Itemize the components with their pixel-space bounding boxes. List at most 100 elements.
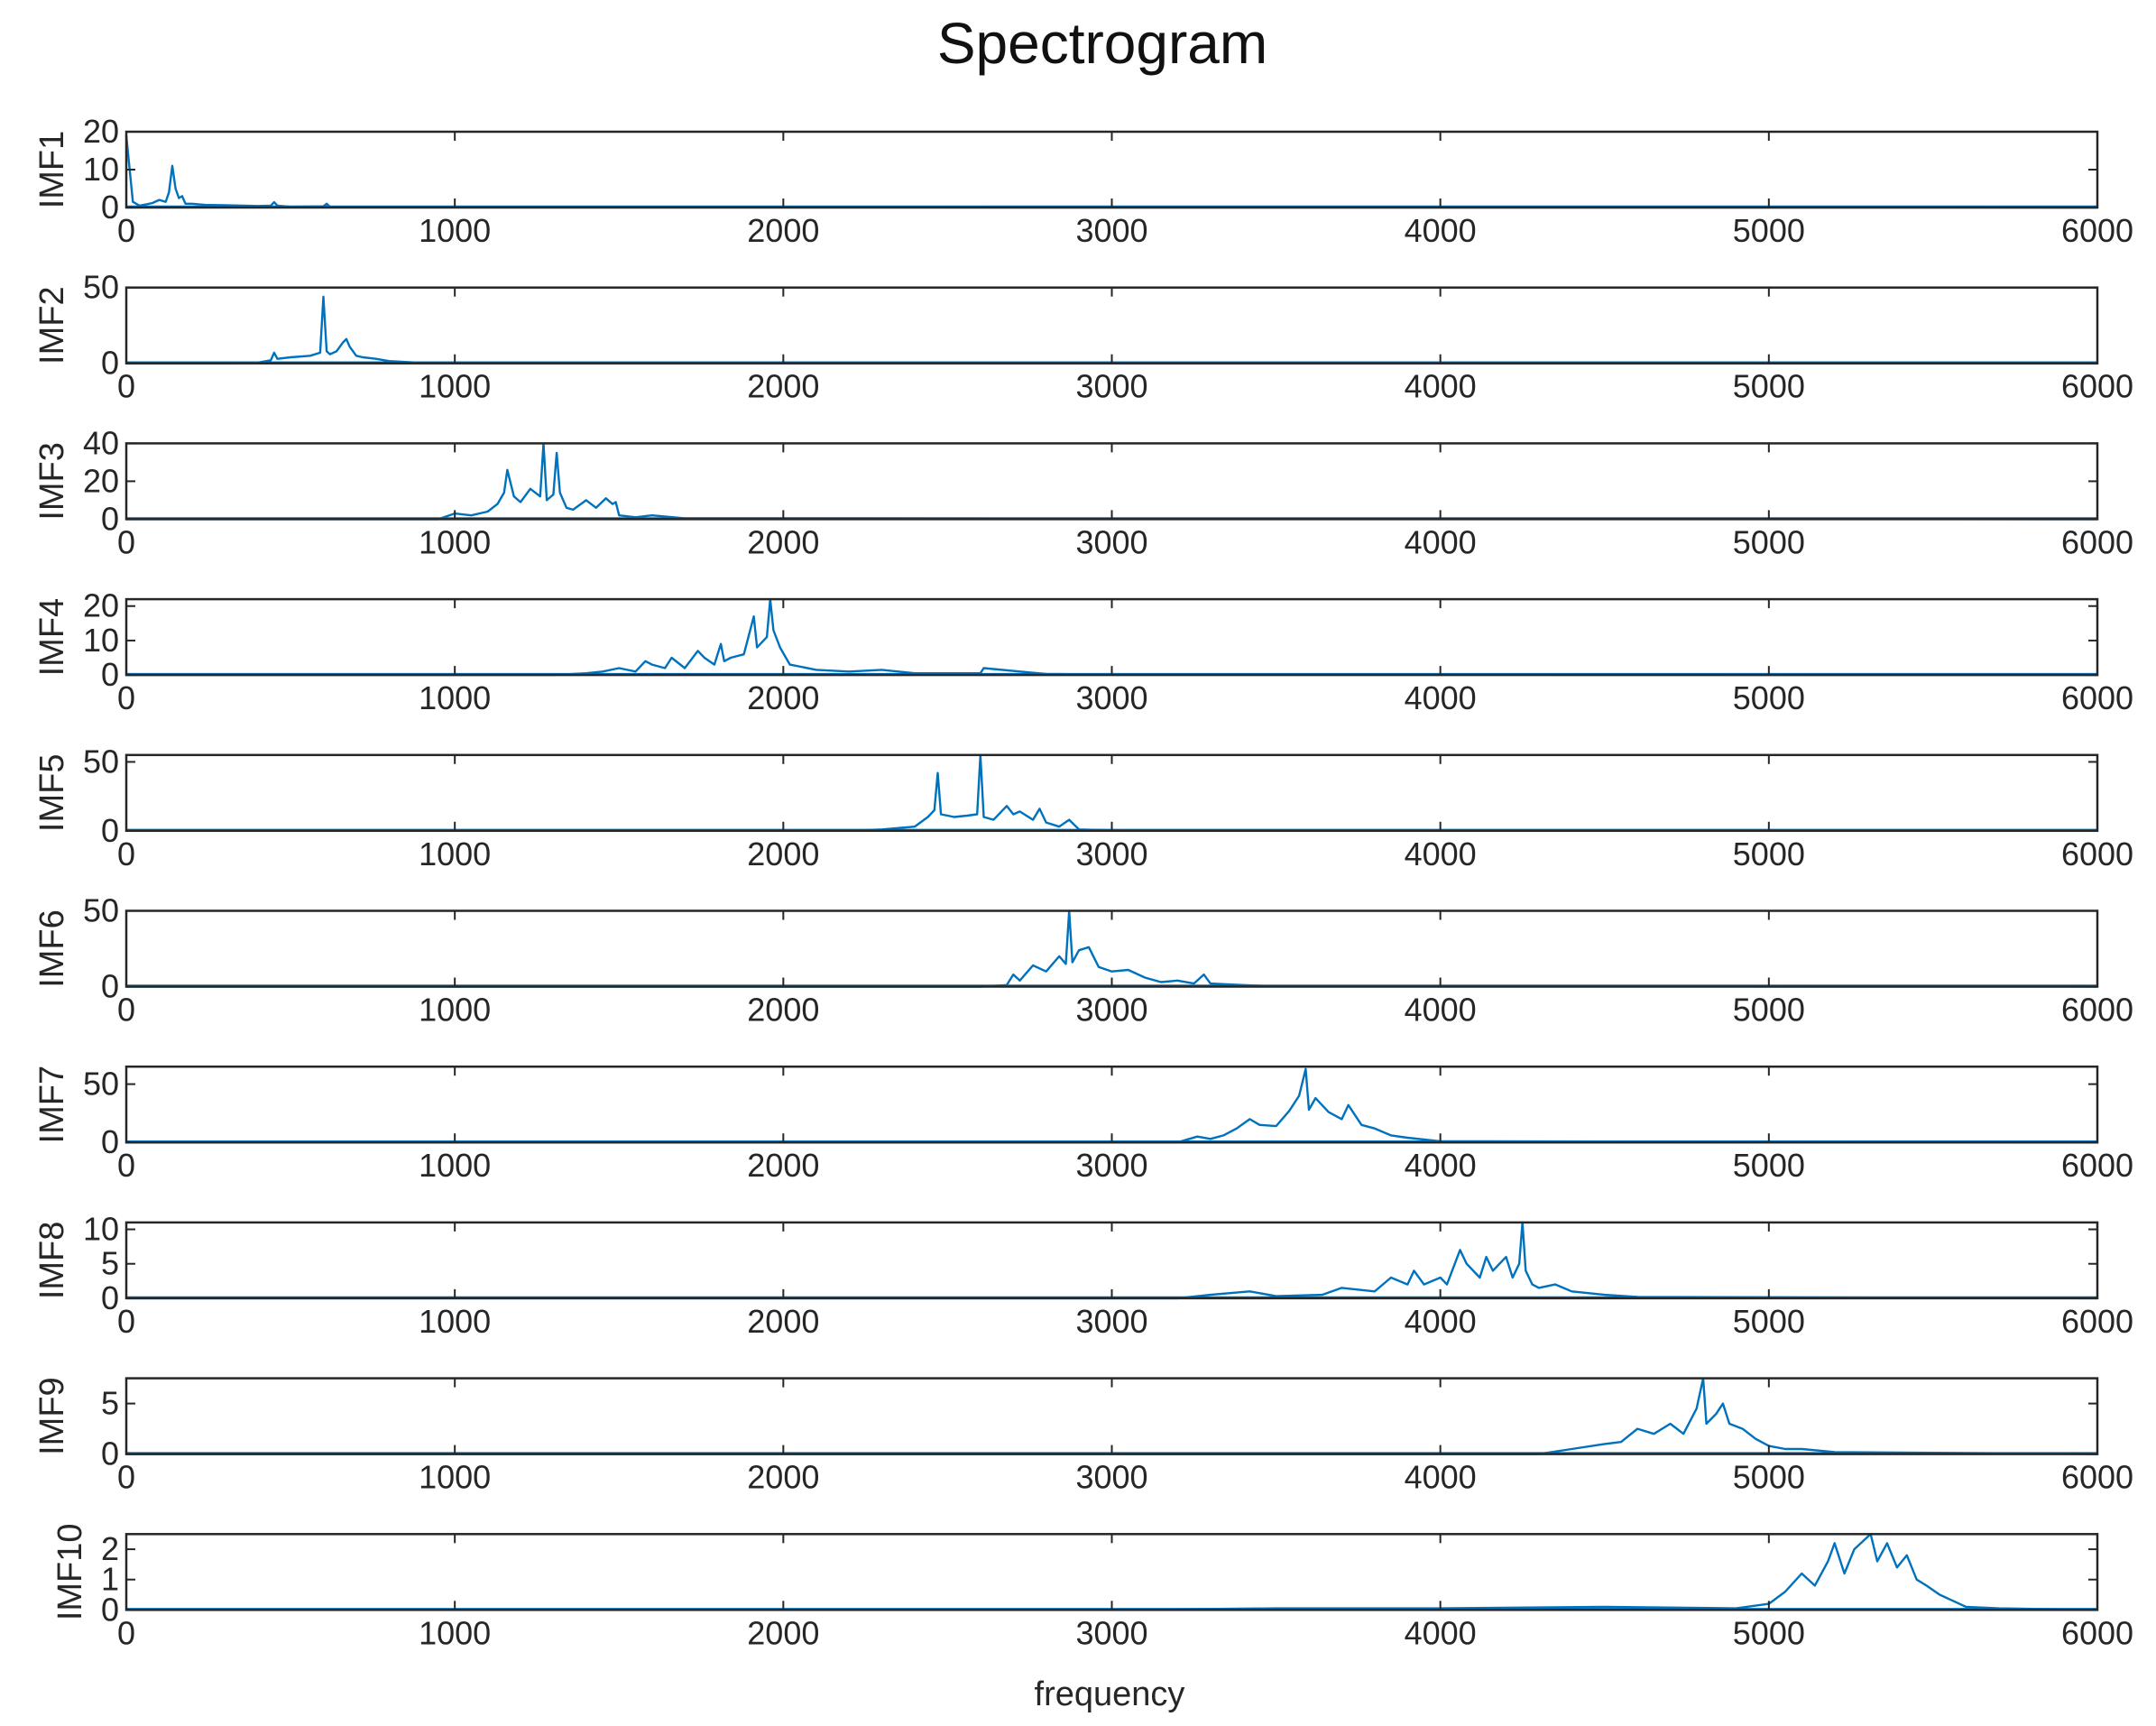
y-tick-label: 0: [101, 968, 119, 1005]
x-tick-label: 4000: [1405, 368, 1477, 405]
x-tick-label: 0: [117, 1459, 135, 1496]
panel-9-series-line: [126, 1377, 2098, 1455]
x-tick-label: 5000: [1733, 992, 1805, 1029]
panel-4-series-line: [126, 597, 2098, 677]
x-tick-label: 3000: [1075, 368, 1147, 405]
y-axis-label-imf4: IMF4: [33, 598, 71, 677]
x-tick-label: 6000: [2061, 212, 2133, 249]
y-tick-label: 2: [101, 1530, 119, 1567]
panel-3-series-line: [126, 442, 2098, 521]
x-tick-label: 0: [117, 1147, 135, 1184]
y-tick-label: 0: [101, 345, 119, 382]
x-tick-label: 0: [117, 212, 135, 249]
panel-5: 0 1000 2000 3000 4000 5000 6000 0 50 IMF5: [33, 743, 2133, 872]
panel-2: 0 1000 2000 3000 4000 5000 6000 0 50 IMF2: [33, 269, 2133, 405]
x-tick-label: 1000: [419, 212, 491, 249]
x-tick-label: 5000: [1733, 1614, 1805, 1651]
x-axis-label: frequency: [1035, 1675, 1185, 1713]
y-tick-label: 0: [101, 1279, 119, 1316]
y-tick-label: 20: [83, 113, 119, 150]
chart-title: Spectrogram: [937, 11, 1267, 76]
x-tick-label: 1000: [419, 1614, 491, 1651]
y-axis-label-imf9: IMF9: [33, 1377, 71, 1455]
x-tick-label: 1000: [419, 1303, 491, 1340]
x-tick-label: 1000: [419, 992, 491, 1029]
x-tick-label: 5000: [1733, 368, 1805, 405]
x-tick-label: 2000: [747, 212, 819, 249]
panel-6-axes-box: [124, 909, 2099, 988]
panel-7: 0 1000 2000 3000 4000 5000 6000 0 50 IMF7: [33, 1066, 2133, 1185]
x-tick-label: 0: [117, 992, 135, 1029]
x-tick-label: 1000: [419, 1147, 491, 1184]
y-tick-label: 20: [83, 462, 119, 499]
panel-5-series-line: [126, 753, 2098, 832]
panel-6-series-line: [126, 909, 2098, 988]
x-tick-label: 6000: [2061, 992, 2133, 1029]
x-tick-label: 5000: [1733, 835, 1805, 872]
y-tick-label: 10: [83, 1211, 119, 1248]
y-tick-label: 0: [101, 1435, 119, 1472]
x-tick-label: 5000: [1733, 679, 1805, 716]
x-tick-label: 5000: [1733, 1459, 1805, 1496]
panel-5-axes-box: [124, 753, 2099, 833]
x-tick-label: 4000: [1405, 835, 1477, 872]
x-tick-label: 0: [117, 679, 135, 716]
y-tick-label: 0: [101, 1591, 119, 1628]
x-tick-label: 4000: [1405, 1303, 1477, 1340]
y-tick-label: 0: [101, 656, 119, 693]
y-tick-label: 50: [83, 269, 119, 306]
panel-8-series-line: [126, 1221, 2098, 1300]
x-tick-label: 1000: [419, 679, 491, 716]
x-tick-label: 5000: [1733, 1303, 1805, 1340]
panel-6: 0 1000 2000 3000 4000 5000 6000 0 50 IMF6: [33, 892, 2133, 1029]
y-tick-label: 5: [101, 1385, 119, 1422]
x-tick-label: 5000: [1733, 212, 1805, 249]
x-tick-label: 3000: [1075, 992, 1147, 1029]
x-tick-label: 6000: [2061, 1614, 2133, 1651]
panel-1-series-line: [124, 135, 2098, 209]
x-tick-label: 6000: [2061, 523, 2133, 560]
panel-3-axes-box: [124, 442, 2099, 521]
y-axis-label-imf10: IMF10: [51, 1523, 89, 1620]
x-tick-label: 2000: [747, 835, 819, 872]
x-tick-label: 6000: [2061, 1147, 2133, 1184]
y-axis-label-imf6: IMF6: [33, 909, 71, 988]
x-tick-label: 6000: [2061, 368, 2133, 405]
y-axis-label-imf5: IMF5: [33, 754, 71, 833]
y-tick-label: 50: [83, 1066, 119, 1103]
panel-7-series-line: [126, 1067, 2098, 1144]
panel-10-axes-box: [124, 1533, 2099, 1611]
x-tick-label: 1000: [419, 835, 491, 872]
x-tick-label: 4000: [1405, 1614, 1477, 1651]
x-tick-label: 4000: [1405, 523, 1477, 560]
y-axis-label-imf7: IMF7: [33, 1066, 71, 1144]
y-tick-label: 0: [101, 189, 119, 226]
x-tick-label: 3000: [1075, 212, 1147, 249]
x-tick-label: 0: [117, 523, 135, 560]
y-tick-label: 0: [101, 500, 119, 537]
x-tick-label: 0: [117, 1303, 135, 1340]
y-tick-label: 10: [83, 622, 119, 659]
y-tick-label: 1: [101, 1561, 119, 1598]
panel-9-axes-box: [124, 1377, 2099, 1455]
x-tick-label: 3000: [1075, 835, 1147, 872]
y-tick-label: 50: [83, 892, 119, 929]
y-tick-label: 0: [101, 812, 119, 849]
y-tick-label: 50: [83, 743, 119, 780]
x-tick-label: 2000: [747, 1303, 819, 1340]
x-tick-label: 2000: [747, 679, 819, 716]
x-tick-label: 2000: [747, 1147, 819, 1184]
y-axis-label-imf1: IMF1: [33, 131, 71, 209]
y-tick-label: 5: [101, 1245, 119, 1282]
y-tick-label: 10: [83, 151, 119, 188]
x-tick-label: 2000: [747, 1614, 819, 1651]
x-tick-label: 2000: [747, 523, 819, 560]
y-tick-label: 0: [101, 1123, 119, 1160]
panel-2-axes-box: [124, 286, 2099, 365]
